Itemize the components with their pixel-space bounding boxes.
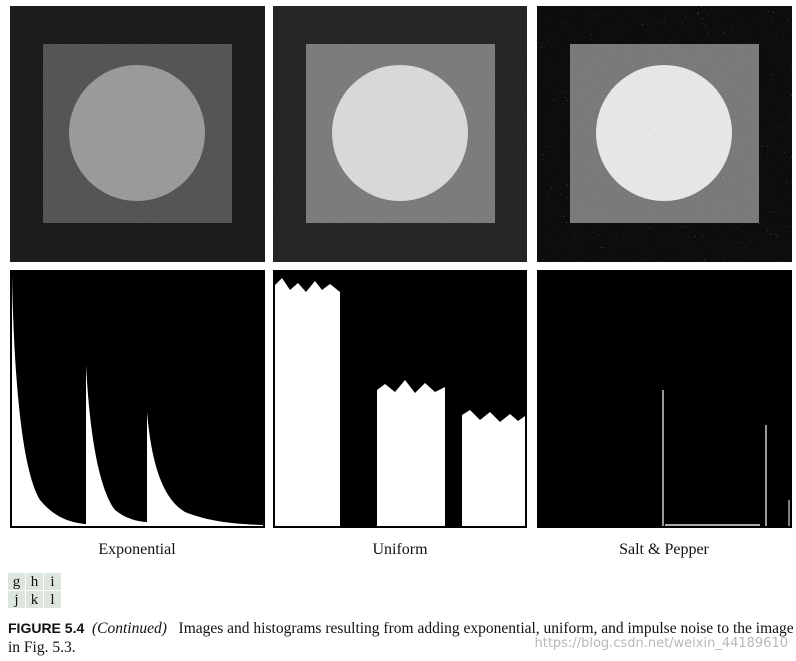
panel-letter: k [31,592,39,608]
panel-label: Salt & Pepper [619,541,709,558]
panel-label: Exponential [98,541,176,558]
histogram-exponential [10,270,265,528]
caption-continued: (Continued) [92,620,167,637]
panel-letter: l [50,592,54,608]
panel-letter: h [31,574,39,590]
image-uniform [273,6,527,262]
histogram-salt-pepper [537,270,792,528]
image-exponential [10,6,265,262]
watermark: https://blog.csdn.net/weixin_44189610 [534,636,788,651]
figure-caption: FIGURE 5.4 (Continued) Images and histog… [8,619,794,657]
histogram-uniform [273,270,527,528]
figure-number: FIGURE 5.4 [8,620,85,636]
panel-letter: g [13,574,21,590]
panel-label: Uniform [372,541,428,558]
panel-letter: j [13,592,18,608]
image-salt-pepper [537,6,792,262]
panel-letter: i [50,574,54,590]
panel-key: g h i j k l [8,573,61,608]
caption-text: Images and histograms resulting from add… [8,620,794,656]
